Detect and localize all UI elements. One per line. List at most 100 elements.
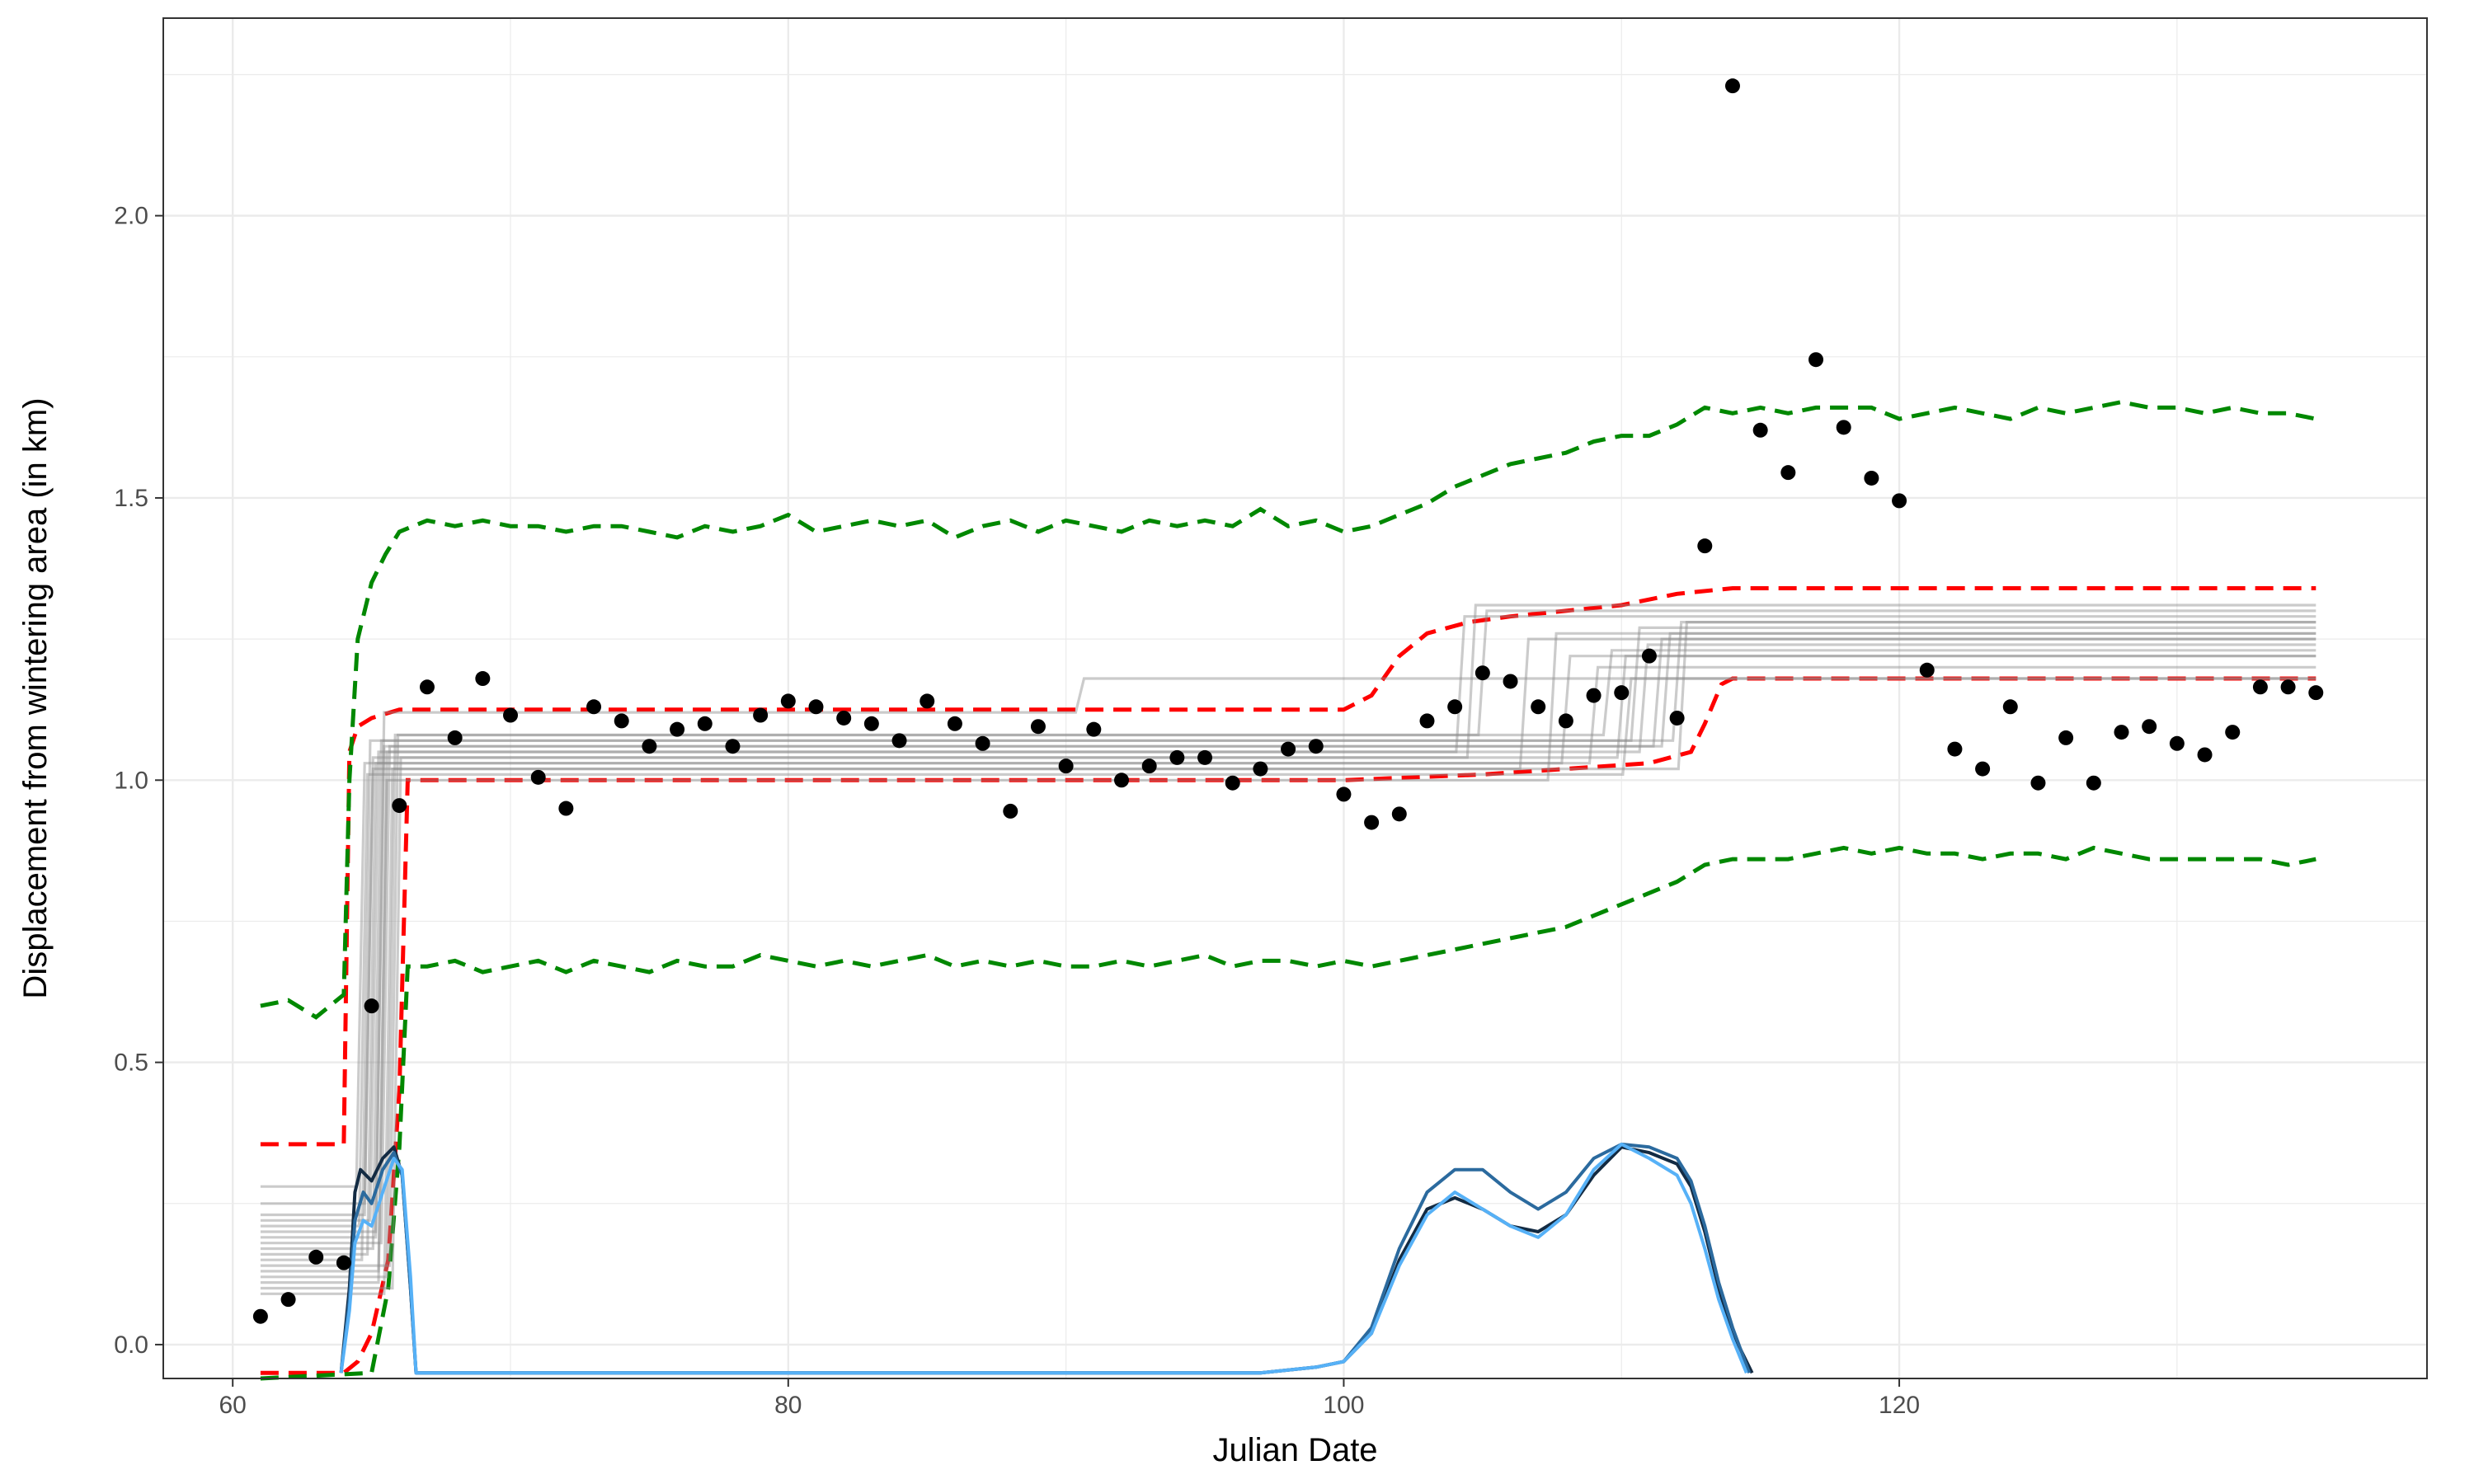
x-tick-label: 120 (1879, 1392, 1920, 1419)
data-point (364, 998, 379, 1014)
data-point (392, 798, 407, 814)
fit-line (260, 621, 2316, 1261)
data-point (670, 721, 685, 737)
data-point (1669, 710, 1685, 726)
data-point (503, 707, 519, 723)
data-point (1975, 761, 1991, 777)
fit-line (260, 649, 2316, 1267)
y-tick-label: 0.5 (114, 1050, 148, 1077)
data-point (891, 733, 907, 749)
data-point (1364, 815, 1380, 830)
data-point (586, 699, 602, 715)
data-point (1864, 470, 1879, 486)
data-point (2002, 699, 2018, 715)
x-tick-label: 60 (219, 1392, 247, 1419)
data-point (2225, 725, 2241, 740)
fit-line (260, 655, 2316, 1205)
data-point (2086, 775, 2101, 791)
data-point (2058, 730, 2074, 745)
y-tick-label: 0.0 (114, 1331, 148, 1359)
fit-line (260, 632, 2316, 1284)
y-tick-label: 1.0 (114, 767, 148, 794)
fit-line (260, 603, 2316, 1290)
density-curve (339, 1142, 1752, 1375)
data-point (2308, 685, 2324, 701)
data-point (530, 769, 546, 785)
data-point (1697, 538, 1713, 554)
data-point (1558, 713, 1573, 729)
data-point (1003, 803, 1018, 819)
fit-line (260, 655, 2316, 1256)
data-point (1892, 493, 1907, 509)
data-point (1503, 674, 1518, 689)
data-point (336, 1255, 351, 1270)
axis-ticks: 60 80 100 120 0.0 0.5 1.0 1.5 2.0 (114, 203, 1920, 1419)
grid-lines (163, 18, 2427, 1378)
data-point (642, 739, 657, 754)
panel-border (162, 17, 2428, 1379)
fit-line (260, 632, 2316, 1245)
outer-band-upper (260, 400, 2316, 1020)
data-point (697, 716, 713, 731)
data-point (1919, 662, 1935, 678)
data-point (1947, 741, 1963, 757)
data-point (1169, 749, 1185, 765)
data-point (808, 699, 824, 715)
data-point (1752, 422, 1768, 438)
inner-band-lower (260, 676, 2316, 1375)
data-point (1336, 787, 1352, 802)
data-point (1391, 806, 1407, 822)
data-point (753, 707, 769, 723)
data-point (2114, 725, 2129, 740)
data-point (614, 713, 629, 729)
data-point (252, 1308, 268, 1324)
data-point (1531, 699, 1546, 715)
data-point (2142, 719, 2157, 735)
data-point (2197, 747, 2213, 763)
data-point (920, 693, 935, 709)
data-point (1030, 719, 1046, 735)
x-axis-title: Julian Date (1212, 1432, 1377, 1468)
data-point (419, 679, 435, 695)
density-curves (339, 1142, 1754, 1375)
data-point (308, 1249, 324, 1265)
y-tick-label: 1.5 (114, 485, 148, 512)
data-point (975, 735, 990, 751)
data-point (475, 671, 491, 687)
outer-band-lower (260, 845, 2316, 1381)
data-point (1780, 465, 1796, 481)
y-tick-label: 2.0 (114, 203, 148, 230)
density-curve (339, 1145, 1754, 1375)
data-point (1141, 758, 1157, 774)
data-point (1475, 665, 1490, 681)
data-point (1225, 775, 1240, 791)
data-point (1253, 761, 1268, 777)
inner-band-upper (260, 586, 2316, 1147)
density-curve (339, 1142, 1748, 1375)
x-tick-label: 80 (774, 1392, 802, 1419)
data-point (1086, 721, 1102, 737)
data-point (2030, 775, 2046, 791)
fit-line (260, 643, 2316, 1222)
data-point (1614, 685, 1630, 701)
data-points (252, 78, 2324, 1324)
data-point (1447, 699, 1463, 715)
fit-line (260, 665, 2316, 1188)
fit-line (260, 637, 2316, 1295)
data-point (2252, 679, 2268, 695)
data-point (1113, 773, 1129, 788)
data-point (1197, 749, 1213, 765)
fit-line (260, 626, 2316, 1251)
confidence-bands (260, 400, 2316, 1381)
fit-line (260, 621, 2316, 1217)
data-point (1641, 648, 1657, 664)
fit-line (260, 615, 2316, 1273)
data-point (1308, 739, 1324, 754)
data-point (1808, 352, 1824, 368)
x-tick-label: 100 (1323, 1392, 1364, 1419)
data-point (725, 739, 741, 754)
fit-line (260, 677, 2316, 1228)
data-point (1281, 741, 1296, 757)
data-point (947, 716, 962, 731)
